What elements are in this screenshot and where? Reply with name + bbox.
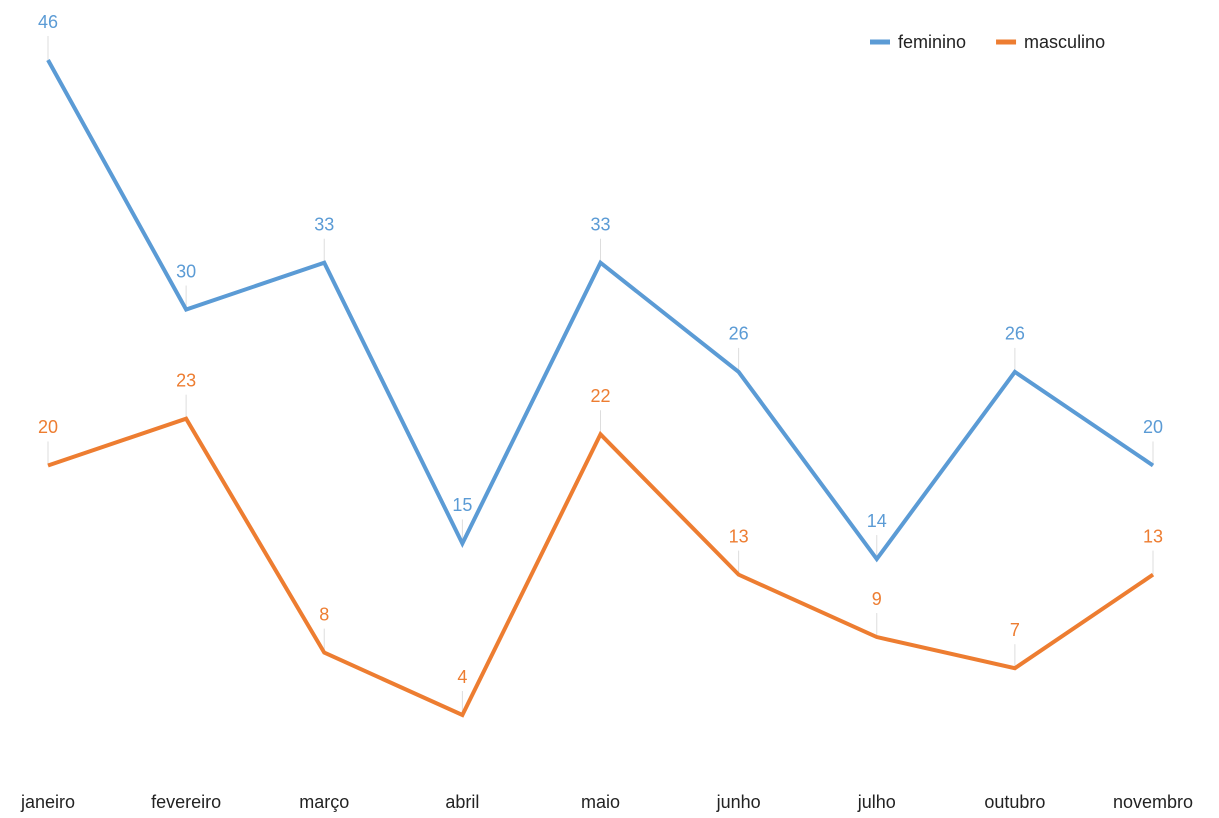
data-label: 15 bbox=[452, 495, 472, 515]
legend-label: masculino bbox=[1024, 32, 1105, 52]
data-label: 26 bbox=[729, 324, 749, 344]
data-label: 23 bbox=[176, 370, 196, 390]
x-tick-label: março bbox=[299, 792, 349, 812]
x-tick-label: maio bbox=[581, 792, 620, 812]
data-label: 33 bbox=[314, 214, 334, 234]
x-tick-label: julho bbox=[857, 792, 896, 812]
series-line bbox=[46, 59, 1155, 563]
data-label: 33 bbox=[590, 214, 610, 234]
x-tick-label: outubro bbox=[984, 792, 1045, 812]
x-tick-label: novembro bbox=[1113, 792, 1193, 812]
x-tick-label: junho bbox=[716, 792, 761, 812]
x-tick-label: abril bbox=[445, 792, 479, 812]
data-label: 26 bbox=[1005, 324, 1025, 344]
data-label: 8 bbox=[319, 604, 329, 624]
data-label: 9 bbox=[872, 589, 882, 609]
data-label: 20 bbox=[38, 417, 58, 437]
data-label: 14 bbox=[867, 511, 887, 531]
data-label: 4 bbox=[457, 667, 467, 687]
data-label: 13 bbox=[1143, 526, 1163, 546]
data-label: 20 bbox=[1143, 417, 1163, 437]
data-label: 30 bbox=[176, 261, 196, 281]
x-tick-label: fevereiro bbox=[151, 792, 221, 812]
legend-label: feminino bbox=[898, 32, 966, 52]
data-label: 7 bbox=[1010, 620, 1020, 640]
data-label: 22 bbox=[590, 386, 610, 406]
series-line bbox=[47, 416, 1155, 718]
data-label: 13 bbox=[729, 526, 749, 546]
data-label: 46 bbox=[38, 12, 58, 32]
x-tick-label: janeiro bbox=[20, 792, 75, 812]
